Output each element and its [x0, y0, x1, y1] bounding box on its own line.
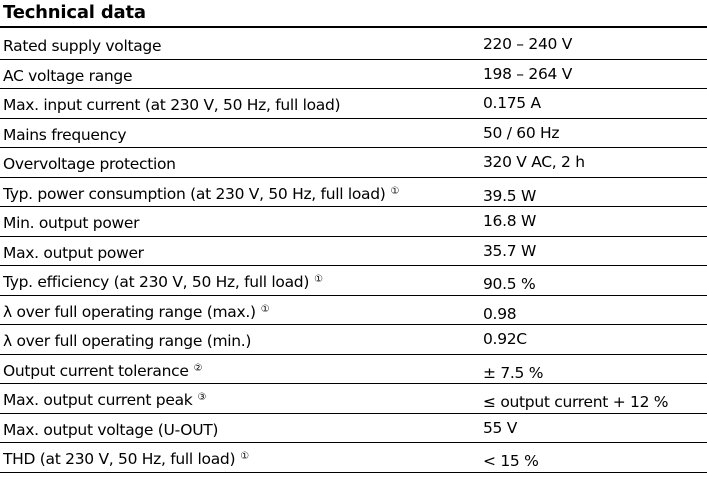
- title-divider: [0, 26, 707, 28]
- table-row: λ over full operating range (min.) 0.92C: [0, 325, 707, 355]
- row-label: Typ. power consumption (at 230 V, 50 Hz,…: [3, 184, 400, 203]
- footnote-marker: ②: [193, 362, 203, 374]
- table-row: Max. output power 35.7 W: [0, 237, 707, 266]
- footnote-marker: ①: [240, 451, 250, 462]
- row-value: 198 – 264 V: [483, 64, 573, 83]
- table-row: Output current tolerance ② ± 7.5 %: [0, 355, 707, 384]
- row-value: < 15 %: [483, 452, 539, 470]
- row-label: Mains frequency: [3, 125, 127, 144]
- row-value: 50 / 60 Hz: [483, 123, 560, 142]
- row-label: Max. output current peak ③: [3, 391, 207, 409]
- row-value: 0.98: [483, 304, 517, 323]
- row-value: 55 V: [483, 418, 518, 437]
- row-value: 320 V AC, 2 h: [483, 153, 585, 171]
- row-value: 16.8 W: [483, 212, 536, 230]
- row-value: 35.7 W: [483, 241, 536, 260]
- row-label: THD (at 230 V, 50 Hz, full load) ①: [3, 450, 250, 468]
- table-row: Overvoltage protection 320 V AC, 2 h: [0, 148, 707, 178]
- table-row: THD (at 230 V, 50 Hz, full load) ① < 15 %: [0, 443, 707, 473]
- table-row: Min. output power 16.8 W: [0, 207, 707, 237]
- row-label: Overvoltage protection: [3, 155, 176, 173]
- footnote-marker: ③: [197, 392, 207, 403]
- row-label: Min. output power: [3, 214, 140, 232]
- table-row: Typ. efficiency (at 230 V, 50 Hz, full l…: [0, 266, 707, 296]
- section-title: Technical data: [3, 2, 146, 23]
- table-row: Typ. power consumption (at 230 V, 50 Hz,…: [0, 178, 707, 207]
- table-row: Max. output voltage (U-OUT) 55 V: [0, 414, 707, 443]
- footnote-marker: ①: [314, 274, 324, 285]
- row-label: λ over full operating range (max.) ①: [3, 302, 270, 321]
- footnote-marker: ①: [390, 185, 400, 197]
- row-value: 0.92C: [483, 330, 527, 348]
- row-value: 39.5 W: [483, 186, 536, 205]
- table-row: AC voltage range 198 – 264 V: [0, 60, 707, 89]
- table-row: Max. output current peak ③ ≤ output curre…: [0, 384, 707, 414]
- technical-data-table: Rated supply voltage 220 – 240 V AC volt…: [0, 30, 707, 473]
- row-label: Max. output power: [3, 243, 144, 262]
- table-row: Mains frequency 50 / 60 Hz: [0, 119, 707, 148]
- table-row: Max. input current (at 230 V, 50 Hz, ful…: [0, 89, 707, 119]
- row-label: λ over full operating range (min.): [3, 332, 252, 350]
- row-value: 220 – 240 V: [483, 35, 573, 53]
- row-label: AC voltage range: [3, 66, 133, 85]
- table-row: Rated supply voltage 220 – 240 V: [0, 30, 707, 60]
- row-label: Typ. efficiency (at 230 V, 50 Hz, full l…: [3, 273, 324, 291]
- row-label: Max. input current (at 230 V, 50 Hz, ful…: [3, 96, 341, 114]
- row-value: 90.5 %: [483, 275, 536, 293]
- row-value: 0.175 A: [483, 94, 541, 112]
- row-value: ≤ output current + 12 %: [483, 393, 669, 411]
- footnote-marker: ①: [260, 303, 270, 315]
- row-label: Max. output voltage (U-OUT): [3, 420, 219, 439]
- table-row: λ over full operating range (max.) ① 0.98: [0, 296, 707, 325]
- row-value: ± 7.5 %: [483, 363, 544, 382]
- row-label: Rated supply voltage: [3, 37, 162, 55]
- row-label: Output current tolerance ②: [3, 361, 203, 380]
